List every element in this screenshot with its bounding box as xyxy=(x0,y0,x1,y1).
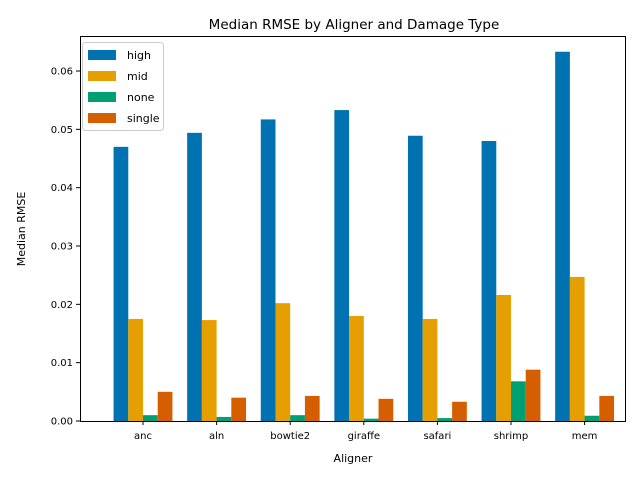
y-tick-label: 0.02 xyxy=(51,300,73,311)
bar-none-anc xyxy=(143,415,158,421)
y-tick-label: 0.01 xyxy=(51,358,73,369)
bar-none-giraffe xyxy=(363,418,379,421)
x-tick-label-anc: anc xyxy=(134,431,152,442)
bar-single-aln xyxy=(231,397,247,421)
bar-high-safari xyxy=(407,135,423,421)
y-tick-label: 0.03 xyxy=(51,242,73,253)
y-tick-label: 0.06 xyxy=(51,67,73,78)
x-tick-label-aln: aln xyxy=(209,431,224,442)
bar-mid-giraffe xyxy=(349,316,364,421)
legend-swatch-high xyxy=(88,50,116,60)
bar-high-giraffe xyxy=(334,110,350,421)
x-tick-label-safari: safari xyxy=(423,431,451,442)
bar-mid-bowtie2 xyxy=(275,303,291,421)
bar-mid-shrimp xyxy=(496,295,511,421)
bar-high-aln xyxy=(187,132,202,421)
x-tick-label-giraffe: giraffe xyxy=(348,431,380,442)
legend: high mid none single xyxy=(82,42,164,131)
y-tick-label: 0.05 xyxy=(51,125,73,136)
bar-single-bowtie2 xyxy=(304,395,320,421)
y-axis-label: Median RMSE xyxy=(15,192,28,267)
y-tick-label: 0.04 xyxy=(51,183,73,194)
y-axis-ticks: 0.00 0.01 0.02 0.03 0.04 0.05 0.06 xyxy=(51,67,80,428)
bar-high-bowtie2 xyxy=(260,119,276,422)
bar-high-anc xyxy=(113,146,129,421)
plot-frame xyxy=(80,36,626,422)
bar-none-aln xyxy=(216,416,232,421)
bar-single-safari xyxy=(452,401,467,421)
bar-mid-aln xyxy=(201,320,217,421)
bars-group xyxy=(113,51,615,422)
x-tick-label-shrimp: shrimp xyxy=(494,431,529,442)
x-tick-label-bowtie2: bowtie2 xyxy=(270,431,310,442)
y-tick-label: 0.00 xyxy=(51,417,73,428)
chart-title: Median RMSE by Aligner and Damage Type xyxy=(209,17,500,33)
bar-single-giraffe xyxy=(378,398,394,421)
bar-mid-safari xyxy=(422,318,438,421)
bar-none-shrimp xyxy=(511,381,526,421)
legend-swatch-mid xyxy=(88,71,116,81)
bar-single-anc xyxy=(157,391,173,421)
bar-mid-mem xyxy=(569,276,585,421)
bar-none-mem xyxy=(584,415,600,421)
legend-label-single: single xyxy=(127,112,160,125)
bar-none-safari xyxy=(437,418,453,421)
bar-high-shrimp xyxy=(481,141,497,421)
legend-label-high: high xyxy=(127,49,151,62)
x-axis-label: Aligner xyxy=(334,452,373,465)
legend-swatch-single xyxy=(88,113,116,123)
legend-swatch-none xyxy=(88,92,116,102)
x-axis-ticks: anc aln bowtie2 giraffe safari shrimp mem xyxy=(134,421,597,442)
bar-high-mem xyxy=(555,51,570,421)
x-tick-label-mem: mem xyxy=(572,431,598,442)
legend-label-mid: mid xyxy=(127,70,148,83)
legend-frame xyxy=(82,42,164,131)
bar-single-shrimp xyxy=(525,369,541,421)
legend-label-none: none xyxy=(127,91,155,104)
bar-single-mem xyxy=(599,395,615,421)
bar-mid-anc xyxy=(128,318,143,421)
bar-none-bowtie2 xyxy=(290,415,305,421)
